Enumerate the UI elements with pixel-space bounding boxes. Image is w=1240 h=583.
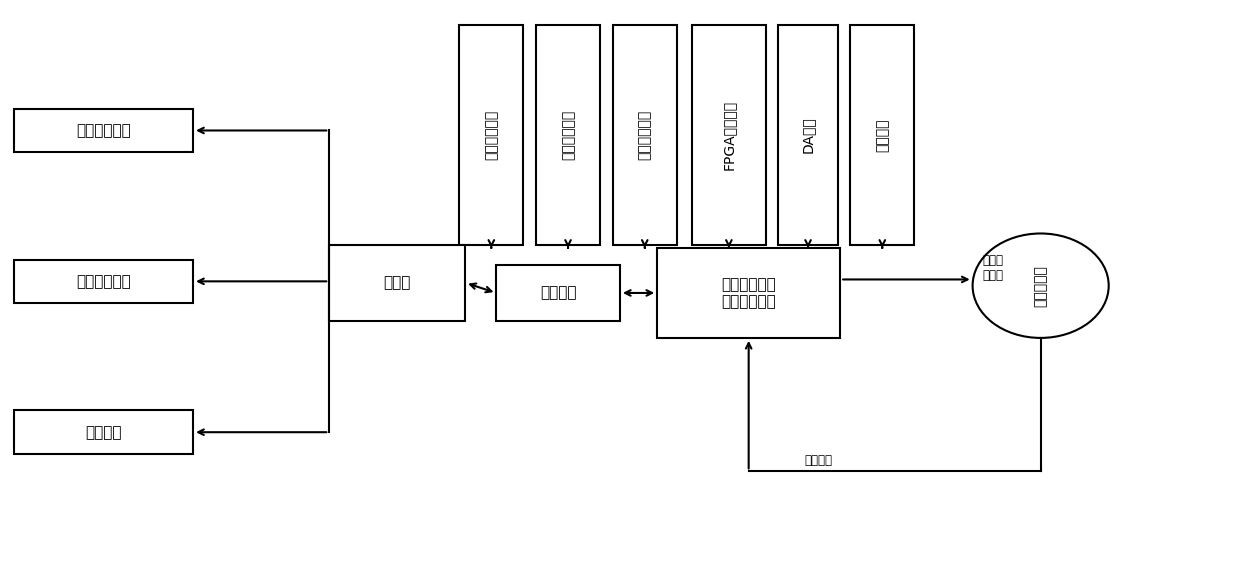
FancyBboxPatch shape (14, 259, 193, 303)
FancyBboxPatch shape (692, 24, 766, 245)
Ellipse shape (972, 233, 1109, 338)
FancyBboxPatch shape (330, 245, 465, 321)
Text: 通信接口模块: 通信接口模块 (637, 110, 652, 160)
FancyBboxPatch shape (14, 109, 193, 152)
Text: 数据采集模块: 数据采集模块 (560, 110, 575, 160)
Text: 磁场闭环控制
硬件电路模块: 磁场闭环控制 硬件电路模块 (722, 277, 776, 309)
FancyBboxPatch shape (459, 24, 523, 245)
FancyBboxPatch shape (657, 248, 841, 338)
Text: 光检信号: 光检信号 (804, 454, 832, 468)
Text: 通信模块: 通信模块 (539, 286, 577, 300)
Text: 磁场控
制信息: 磁场控 制信息 (982, 254, 1003, 282)
Text: 显示模块: 显示模块 (86, 424, 122, 440)
FancyBboxPatch shape (536, 24, 600, 245)
Text: 上位机: 上位机 (383, 275, 410, 290)
FancyBboxPatch shape (613, 24, 677, 245)
Text: 前放电路模块: 前放电路模块 (485, 110, 498, 160)
Text: 参数设定模块: 参数设定模块 (76, 123, 131, 138)
FancyBboxPatch shape (14, 410, 193, 454)
Text: 量子传感器: 量子传感器 (1034, 265, 1048, 307)
FancyBboxPatch shape (496, 265, 620, 321)
Text: FPGA核心模块: FPGA核心模块 (722, 100, 735, 170)
FancyBboxPatch shape (779, 24, 838, 245)
Text: 电流模块: 电流模块 (875, 118, 889, 152)
FancyBboxPatch shape (851, 24, 914, 245)
Text: 数据处理模块: 数据处理模块 (76, 274, 131, 289)
Text: DA模块: DA模块 (801, 117, 815, 153)
